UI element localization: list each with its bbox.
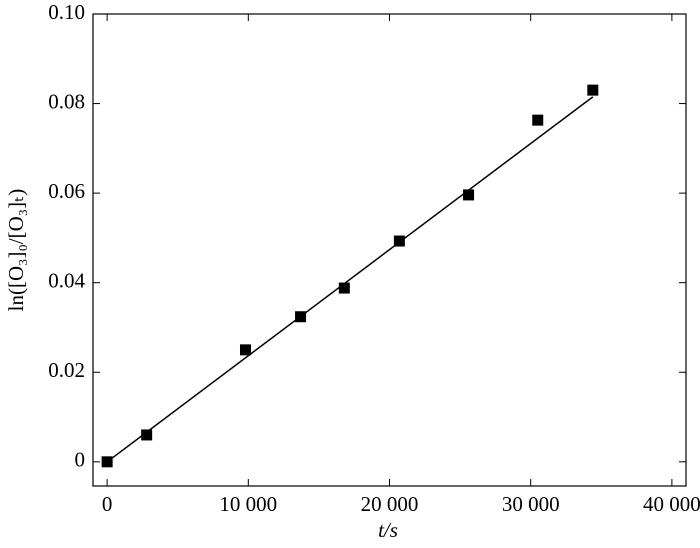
y-tick-label: 0.04	[48, 269, 85, 293]
y-tick-label: 0	[75, 448, 86, 472]
x-tick-label: 40 000	[643, 492, 700, 516]
y-tick-label: 0.02	[48, 358, 85, 382]
data-point	[141, 429, 153, 441]
y-tick-label: 0.08	[48, 89, 85, 113]
data-point	[532, 114, 544, 126]
data-point	[463, 189, 475, 201]
x-axis-label: t/s	[378, 518, 398, 542]
x-tick-label: 30 000	[502, 492, 560, 516]
x-tick-label: 10 000	[219, 492, 277, 516]
data-point	[393, 235, 405, 247]
data-point	[239, 344, 251, 356]
x-tick-label: 20 000	[361, 492, 419, 516]
data-point	[338, 282, 350, 294]
y-tick-label: 0.10	[48, 0, 85, 24]
fit-line	[106, 96, 594, 463]
y-tick-label: 0.06	[48, 179, 85, 203]
y-axis-label: ln([O₃]₀/[O₃]ₜ)	[4, 189, 28, 312]
data-point	[587, 84, 599, 96]
x-tick-label: 0	[102, 492, 113, 516]
